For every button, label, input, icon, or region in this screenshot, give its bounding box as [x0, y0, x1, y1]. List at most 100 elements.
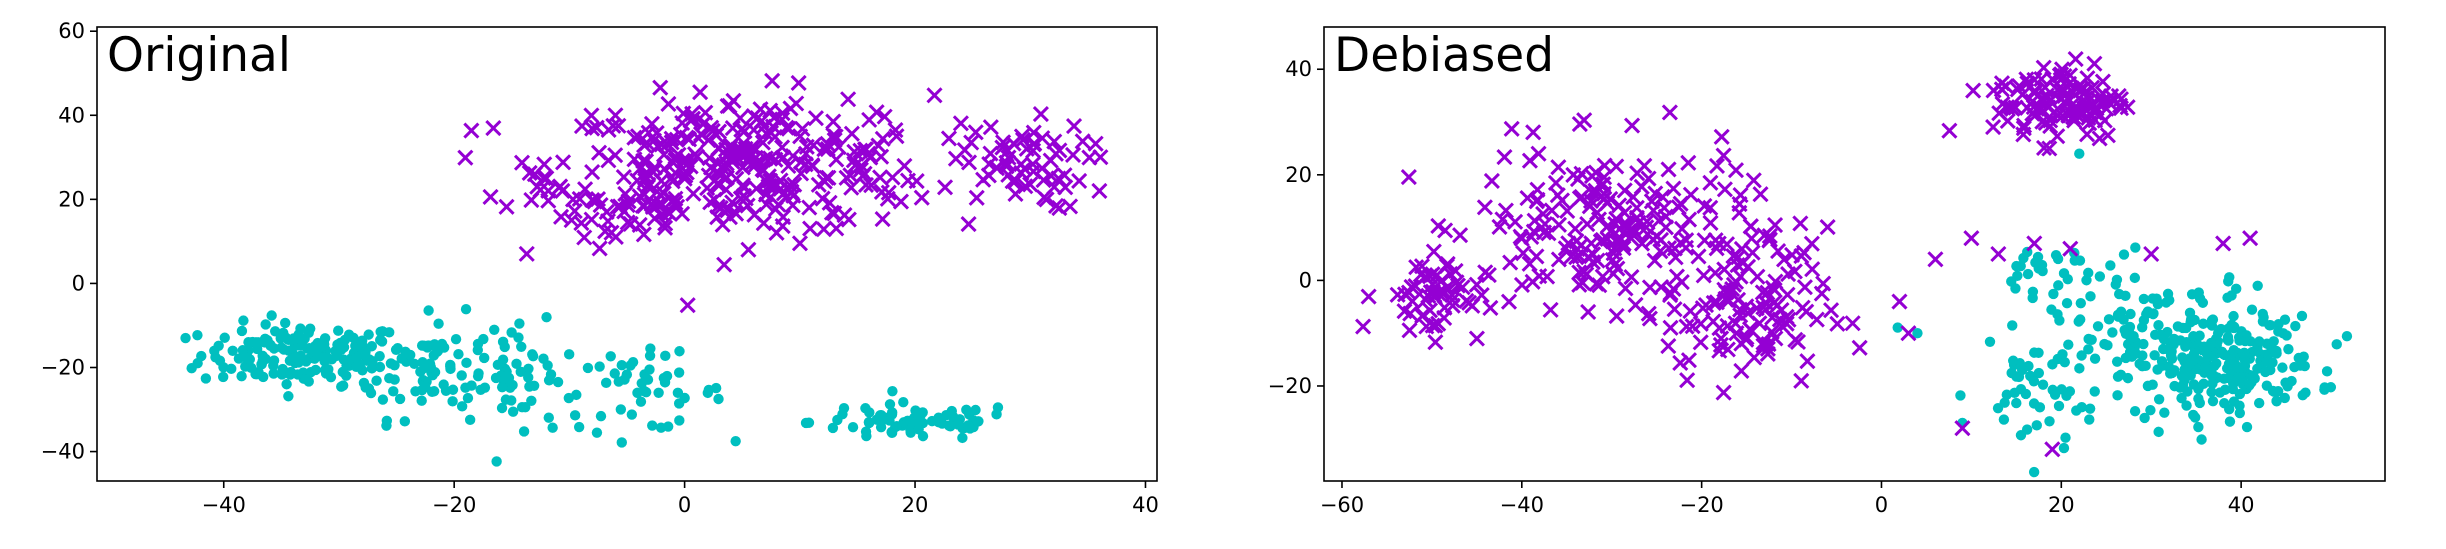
y-tick-label: −40: [41, 440, 85, 464]
scatter-point-x: [667, 190, 684, 207]
scatter-point-circle: [2279, 392, 2290, 404]
scatter-point-circle: [381, 420, 392, 431]
scatter-point-circle: [2074, 148, 2085, 159]
scatter-point-x: [2086, 55, 2103, 72]
scatter-point-circle: [2028, 466, 2040, 478]
scatter-point-circle: [2076, 402, 2087, 413]
scatter-point-circle: [2102, 340, 2113, 351]
scatter-point-x: [1092, 149, 1109, 166]
scatter-point-circle: [582, 362, 594, 374]
scatter-point-x: [1623, 269, 1640, 286]
scatter-point-x: [1808, 311, 1825, 328]
scatter-point-circle: [219, 332, 230, 343]
scatter-point-x: [526, 166, 543, 183]
scatter-point-x: [1646, 252, 1663, 269]
scatter-point-circle: [2234, 400, 2245, 411]
scatter-point-circle: [2184, 358, 2196, 369]
scatter-point-circle: [2321, 366, 2333, 377]
scatter-point-circle: [827, 422, 839, 434]
scatter-point-circle: [642, 374, 654, 385]
scatter-point-circle: [2012, 270, 2023, 281]
scatter-point-x: [686, 146, 704, 163]
scatter-point-circle: [2044, 416, 2055, 427]
scatter-point-circle: [492, 359, 504, 371]
scatter-point-x: [573, 215, 590, 232]
scatter-point-x: [1515, 245, 1532, 262]
scatter-point-circle: [2030, 257, 2041, 268]
scatter-point-circle: [661, 370, 673, 382]
scatter-point-x: [2062, 240, 2079, 257]
scatter-point-circle: [423, 305, 434, 316]
scatter-point-x: [1528, 248, 1545, 265]
scatter-point-x: [730, 142, 747, 159]
scatter-point-x: [712, 167, 729, 184]
scatter-point-x: [1596, 157, 1613, 174]
scatter-point-circle: [957, 432, 968, 444]
scatter-point-x: [2067, 50, 2084, 68]
scatter-point-x: [792, 128, 809, 145]
scatter-point-x: [2058, 95, 2075, 112]
axes-frame: [96, 26, 1158, 482]
scatter-point-circle: [331, 350, 343, 362]
scatter-point-circle: [860, 403, 871, 414]
scatter-point-circle: [552, 376, 564, 388]
scatter-point-x: [1401, 322, 1418, 339]
scatter-point-circle: [333, 325, 344, 336]
scatter-point-circle: [2227, 361, 2239, 372]
scatter-point-x: [1550, 216, 1568, 233]
scatter-point-x: [1604, 251, 1621, 269]
scatter-point-circle: [2188, 379, 2200, 390]
scatter-point-circle: [2084, 414, 2095, 425]
scatter-point-x: [1728, 325, 1745, 342]
scatter-point-circle: [673, 367, 685, 378]
scatter-point-x: [1927, 251, 1944, 268]
scatter-point-x: [1468, 276, 1485, 293]
scatter-point-circle: [679, 392, 690, 404]
x-tick-label: −40: [202, 493, 246, 517]
scatter-point-x: [1542, 301, 1559, 318]
scatter-point-x: [1662, 285, 1679, 302]
scatter-point-circle: [520, 401, 531, 413]
scatter-point-circle: [569, 410, 581, 421]
y-tick-label: 20: [58, 187, 85, 211]
scatter-point-x: [1502, 254, 1519, 271]
scatter-point-x: [1733, 362, 1750, 379]
scatter-point-circle: [473, 368, 484, 379]
scatter-point-circle: [186, 363, 197, 374]
scatter-point-x: [1087, 135, 1104, 152]
scatter-point-x: [482, 188, 499, 206]
scatter-point-x: [1627, 296, 1644, 313]
scatter-point-x: [960, 215, 977, 233]
scatter-point-x: [657, 215, 674, 232]
scatter-point-circle: [2094, 271, 2106, 282]
scatter-point-circle: [2300, 387, 2311, 398]
scatter-point-circle: [605, 351, 616, 362]
scatter-point-circle: [627, 356, 639, 368]
scatter-point-x: [1999, 99, 2016, 116]
scatter-point-x: [1941, 122, 1958, 139]
scatter-point-circle: [913, 424, 924, 435]
scatter-point-circle: [2145, 404, 2156, 416]
scatter-point-circle: [2236, 375, 2248, 386]
scatter-point-x: [1702, 214, 1719, 232]
scatter-point-x: [775, 149, 792, 166]
scatter-point-circle: [595, 410, 607, 422]
panel-original: −40 −20 0 20 40 −40 −20 0 20 40 60 Original: [41, 19, 1159, 517]
scatter-point-x: [1963, 230, 1980, 247]
scatter-point-circle: [2319, 384, 2330, 395]
scatter-point-x: [1629, 165, 1646, 182]
scatter-point-x: [1519, 189, 1536, 207]
scatter-point-x: [1673, 220, 1691, 237]
scatter-point-circle: [891, 421, 902, 432]
scatter-point-x: [838, 169, 855, 186]
scatter-point-circle: [389, 360, 400, 371]
scatter-point-circle: [2188, 409, 2199, 421]
scatter-point-x: [552, 178, 569, 195]
scatter-point-circle: [2253, 397, 2265, 409]
scatter-point-circle: [2029, 347, 2040, 358]
scatter-point-x: [1733, 240, 1750, 258]
scatter-point-x: [1656, 199, 1673, 216]
scatter-point-circle: [218, 362, 229, 373]
scatter-point-x: [1496, 148, 1513, 166]
scatter-point-circle: [2199, 362, 2211, 373]
